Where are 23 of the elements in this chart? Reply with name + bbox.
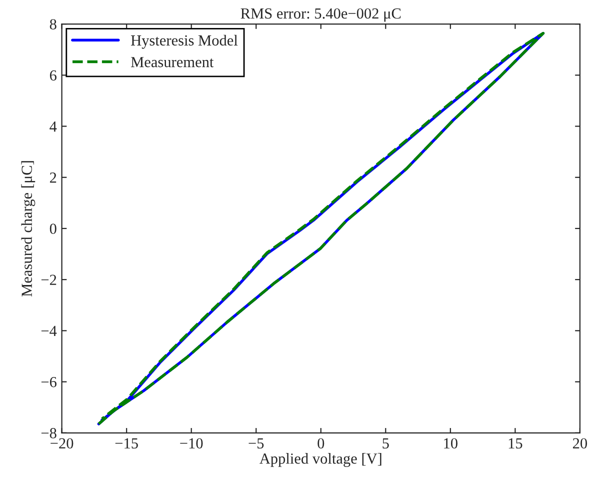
x-axis-title: Applied voltage [V] — [260, 453, 382, 467]
y-tick-label: −2 — [41, 274, 56, 285]
x-tick-label: 15 — [508, 438, 522, 449]
y-tick-label: −4 — [41, 326, 57, 336]
y-tick-label: 2 — [50, 172, 56, 183]
x-tick-label: −10 — [180, 438, 203, 449]
x-tick-label: −15 — [115, 438, 138, 449]
x-tick-label: −5 — [248, 438, 264, 449]
chart-title: RMS error: 5.40e−002 μC — [240, 8, 401, 22]
y-tick-label: 6 — [50, 70, 56, 81]
y-tick-label: −6 — [41, 376, 56, 388]
y-axis-title: Measured charge [μC] — [21, 161, 36, 296]
x-tick-label: 20 — [572, 438, 587, 449]
x-tick-label: 0 — [318, 438, 324, 449]
x-tick-label: 5 — [382, 438, 389, 449]
x-tick-label: 10 — [444, 438, 458, 449]
y-tick-label: 4 — [50, 122, 57, 132]
x-tick-label: −20 — [50, 438, 74, 449]
y-tick-label: 8 — [50, 19, 56, 30]
y-tick-label: 0 — [50, 224, 56, 234]
legend-label: Hysteresis Model — [131, 34, 238, 49]
legend-label: Measurement — [131, 57, 214, 68]
y-tick-label: −8 — [41, 428, 56, 438]
